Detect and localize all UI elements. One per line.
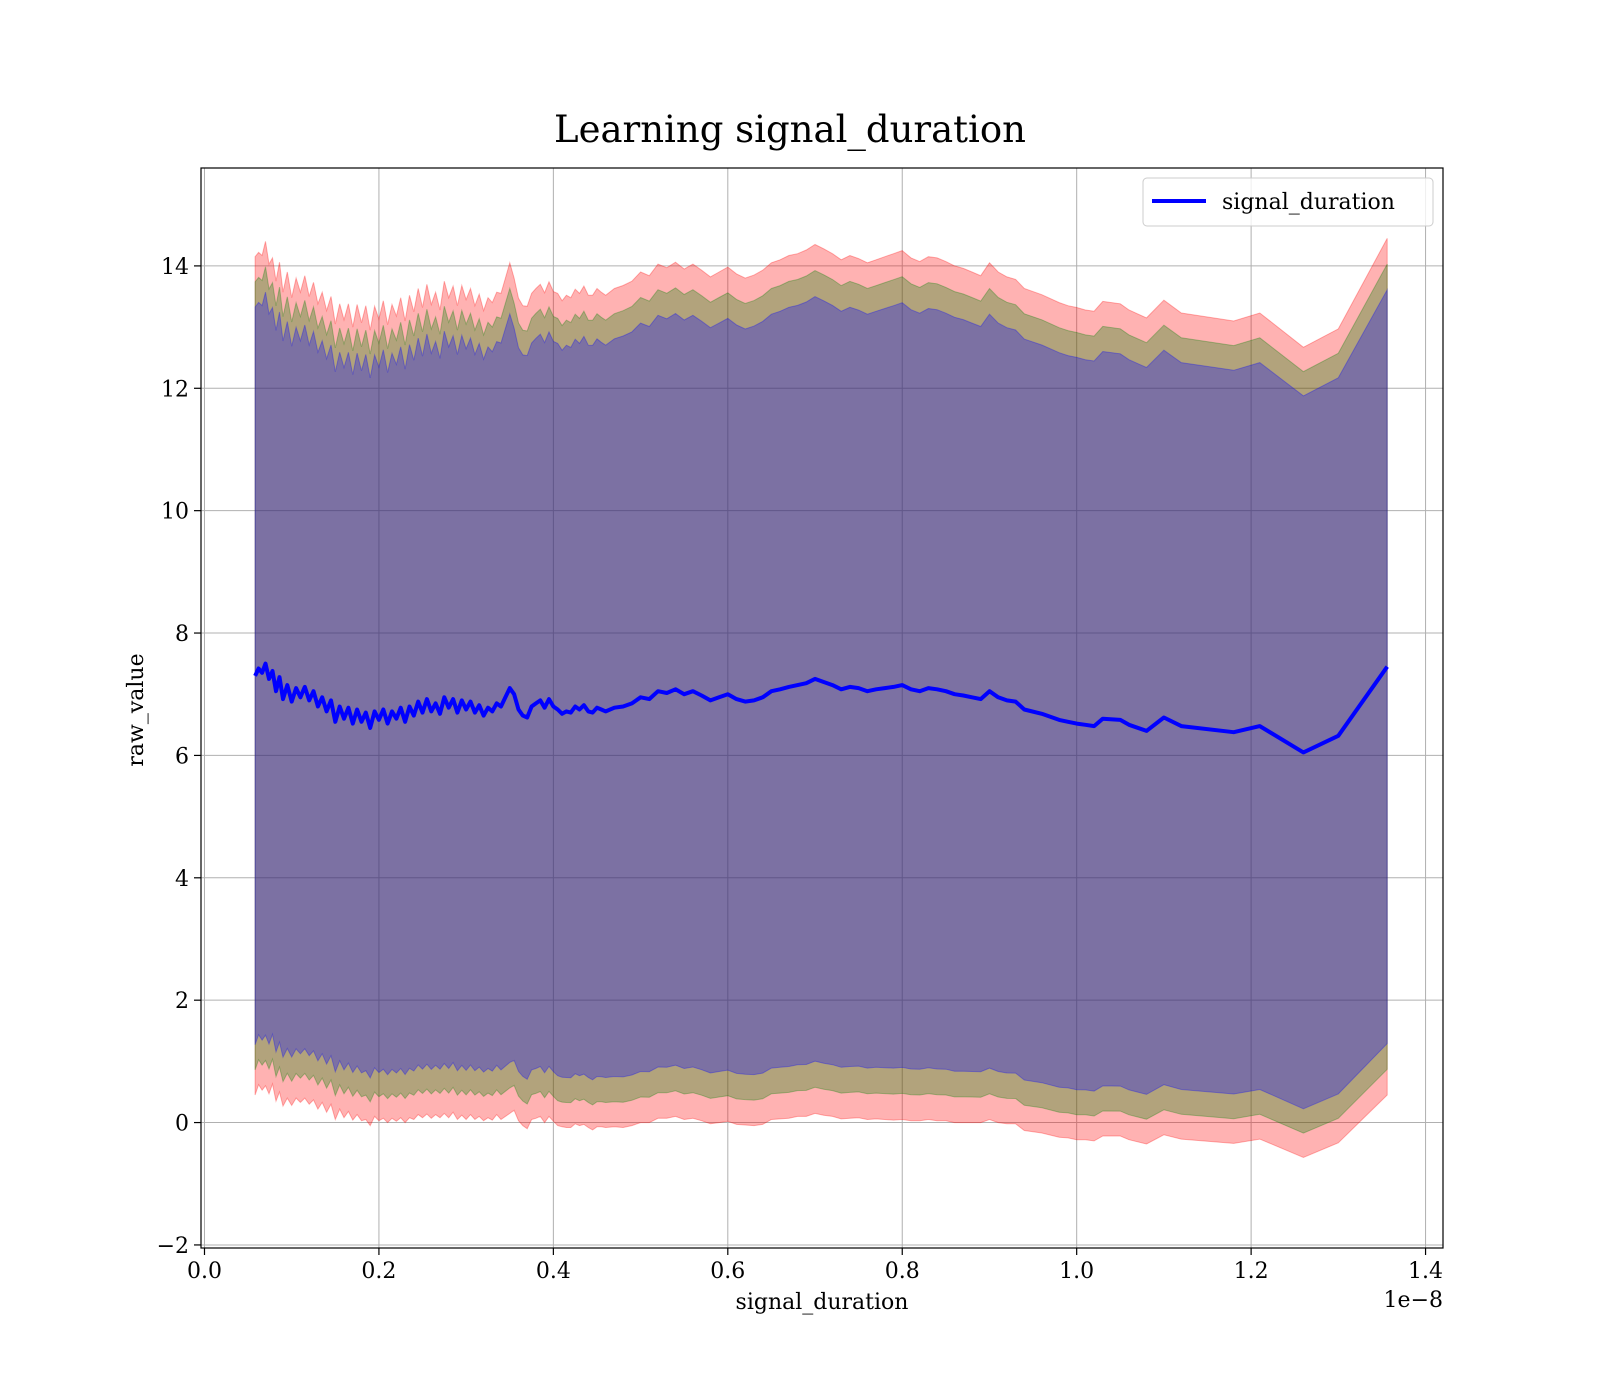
y-tick-label: 4 [175,867,189,892]
std-band-3 [254,287,1388,1110]
y-tick-label: 8 [175,622,189,647]
x-tick-label: 1.2 [1234,1259,1269,1284]
x-axis-offset-text: 1e−8 [1384,1288,1443,1313]
x-tick-label: 0.4 [536,1259,571,1284]
x-tick-label: 0.0 [187,1259,222,1284]
y-axis-label: raw_value [124,653,149,766]
y-tick-label: 6 [175,744,189,769]
x-tick-label: 1.0 [1059,1259,1094,1284]
series-line-signal_duration [253,661,1389,755]
legend-box [1142,177,1434,227]
legend: signal_duration [1142,177,1434,227]
x-tick-label: 0.8 [885,1259,920,1284]
series-lines [253,661,1389,755]
x-tick-label: 1.4 [1408,1259,1443,1284]
grid [201,168,1443,1248]
std-bands [254,238,1388,1158]
std-band-2 [254,263,1388,1134]
y-tick-label: 12 [161,377,189,402]
axes-border [200,167,1444,1249]
x-tick-label: 0.6 [710,1259,745,1284]
y-tick-label: −2 [157,1234,189,1259]
axes-frame [200,167,1444,1249]
y-tick-label: 2 [175,989,189,1014]
y-tick-label: 0 [175,1112,189,1137]
x-tick-label: 0.2 [361,1259,396,1284]
y-tick-label: 14 [161,255,189,280]
y-tick-label: 10 [161,500,189,525]
chart-title: Learning signal_duration [554,108,1026,152]
ticks: 0.0 0.2 0.4 0.6 0.8 1.0 1.2 1.4 −2 0 2 4 6 8 10 12 14 [157,255,1443,1284]
x-axis-label: signal_duration [736,1290,909,1315]
legend-label: signal_duration [1222,190,1395,215]
std-band-1 [254,238,1388,1158]
